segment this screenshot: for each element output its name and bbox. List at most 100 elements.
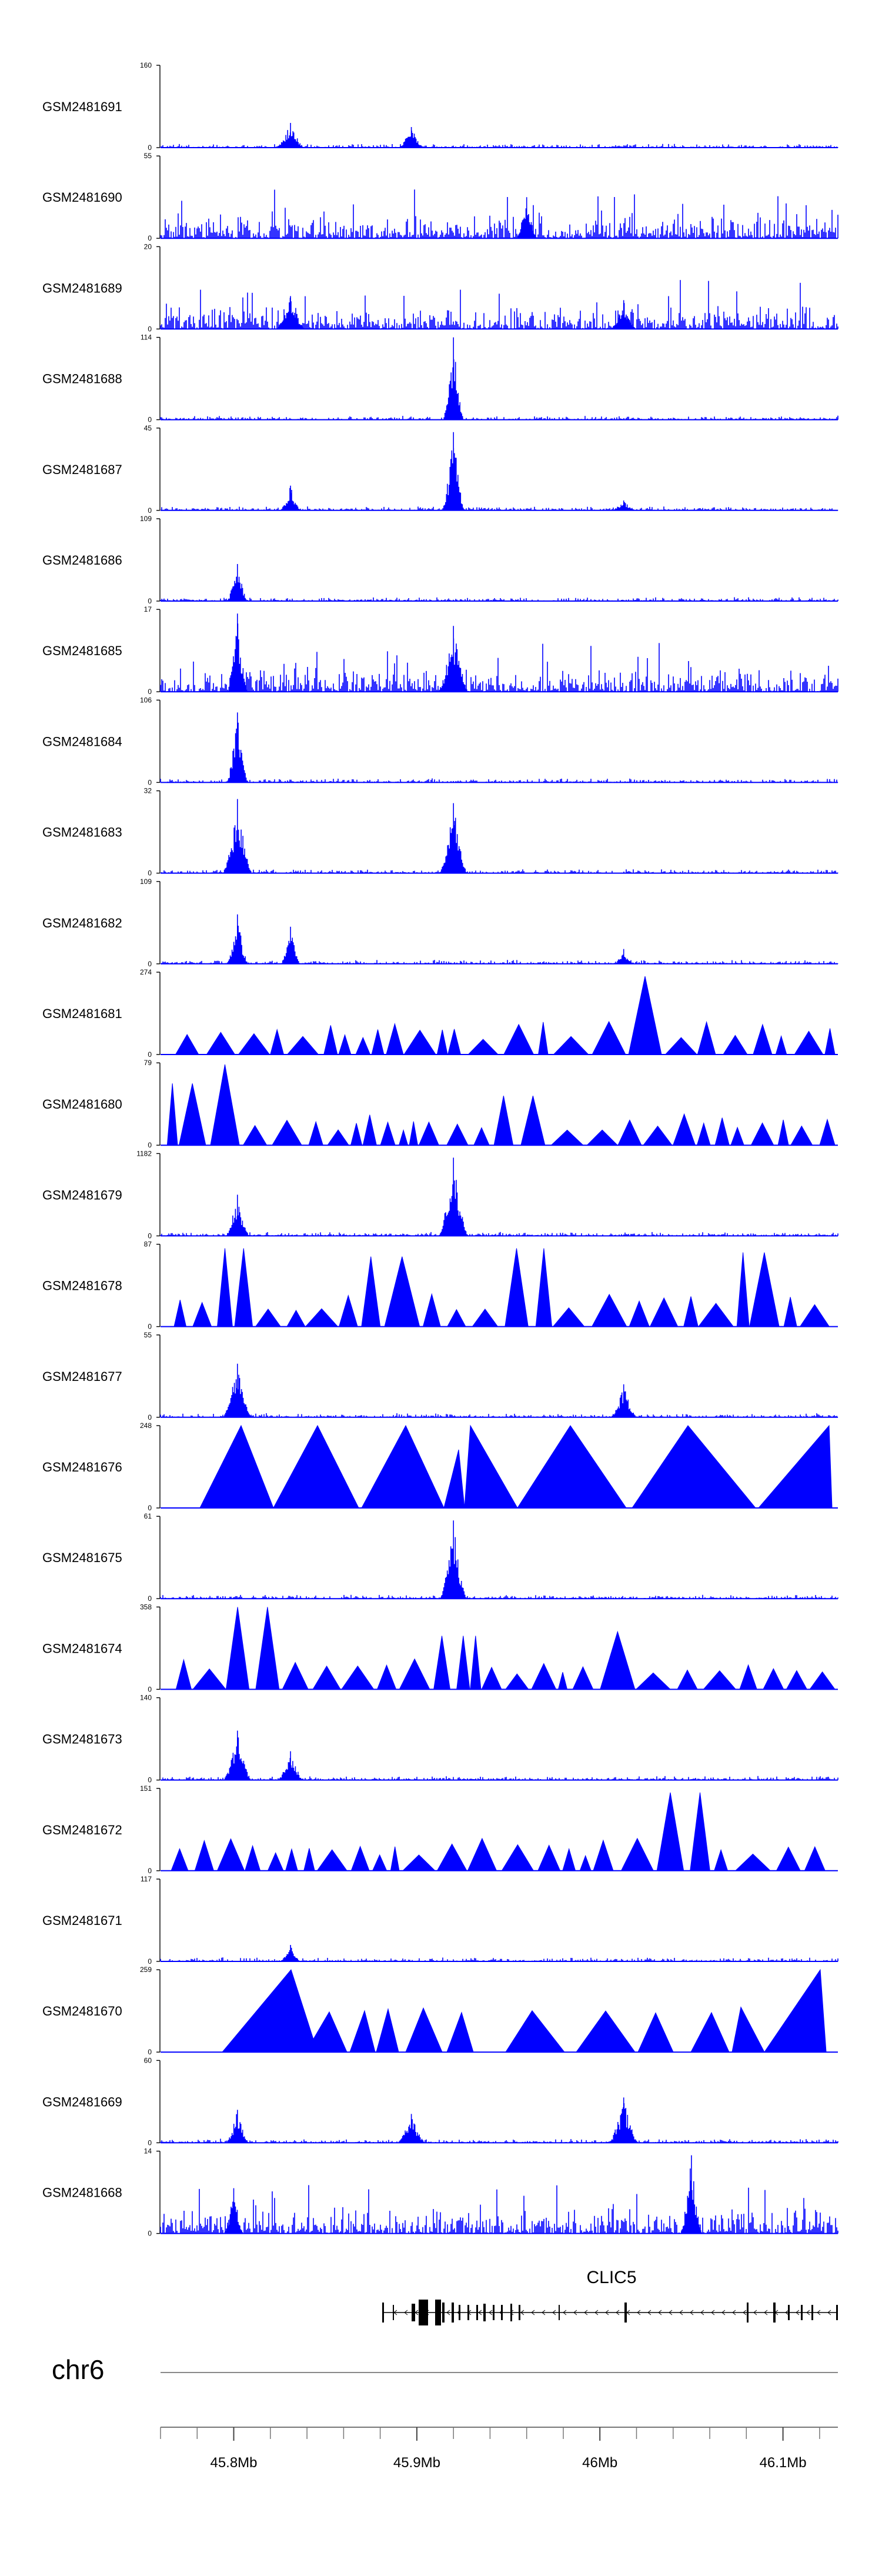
signal-peak <box>612 500 636 510</box>
y-max-label: 55 <box>144 152 152 160</box>
track-label: GSM2481676 <box>42 1460 122 1474</box>
signal-background <box>160 280 838 329</box>
y-min-label: 0 <box>148 597 152 605</box>
y-max-label: 151 <box>140 1784 152 1793</box>
exon <box>467 2305 469 2320</box>
signal-background <box>160 778 838 783</box>
signal-background <box>160 1413 838 1417</box>
y-min-label: 0 <box>148 1232 152 1240</box>
y-max-label: 61 <box>144 1512 152 1520</box>
track-GSM2481689: GSM2481689 20 0 <box>42 242 838 333</box>
track-label: GSM2481678 <box>42 1279 122 1293</box>
signal-peak <box>610 1384 637 1417</box>
exon <box>624 2303 627 2323</box>
signal-background <box>160 189 838 239</box>
signal-peak <box>227 564 249 601</box>
exon <box>412 2304 415 2321</box>
signal-peak <box>609 2097 639 2143</box>
signal-peak <box>224 2188 244 2234</box>
y-max-label: 32 <box>144 787 152 795</box>
axis-tick-label: 45.9Mb <box>393 2455 440 2471</box>
axis-ticks: 45.8Mb 45.9Mb 46Mb 46.1Mb <box>160 2427 820 2471</box>
y-max-label: 259 <box>140 1966 152 1974</box>
y-max-label: 55 <box>144 1331 152 1339</box>
axis-tick-label: 46.1Mb <box>760 2455 807 2471</box>
y-max-label: 79 <box>144 1059 152 1067</box>
track-label: GSM2481684 <box>42 734 122 749</box>
signal-peak <box>440 803 467 873</box>
signal-peak <box>442 432 465 510</box>
track-GSM2481678: GSM2481678 87 0 <box>42 1240 838 1331</box>
signal-background <box>160 2138 838 2143</box>
y-max-label: 358 <box>140 1603 152 1611</box>
signal-background <box>160 643 838 692</box>
signal-background <box>160 1957 838 1961</box>
exon <box>419 2300 428 2325</box>
signal-peaks <box>175 1607 836 1690</box>
signal-peaks <box>221 1968 827 2053</box>
exon <box>510 2304 512 2321</box>
y-max-label: 87 <box>144 1240 152 1249</box>
track-label: GSM2481685 <box>42 643 122 658</box>
y-max-label: 60 <box>144 2056 152 2064</box>
axis-tick-label: 46Mb <box>582 2455 617 2471</box>
signal-peak <box>281 926 300 964</box>
signal-background <box>160 1594 838 1599</box>
y-min-label: 0 <box>148 506 152 515</box>
y-min-label: 0 <box>148 1867 152 1875</box>
signal-peak <box>439 626 469 692</box>
exon <box>747 2303 749 2323</box>
y-max-label: 109 <box>140 515 152 523</box>
y-max-label: 20 <box>144 242 152 251</box>
track-GSM2481688: GSM2481688 114 0 <box>42 333 838 424</box>
signal-background <box>160 1232 838 1236</box>
signal-peak <box>276 296 305 329</box>
signal-peak <box>227 712 249 783</box>
y-min-label: 0 <box>148 1776 152 1784</box>
track-GSM2481690: GSM2481690 55 0 <box>42 152 838 242</box>
exon <box>501 2305 503 2320</box>
signal-peak <box>681 2155 703 2234</box>
y-min-label: 0 <box>148 1685 152 1693</box>
track-GSM2481681: GSM2481681 274 0 <box>42 968 838 1059</box>
signal-background <box>160 415 838 420</box>
y-max-label: 1182 <box>136 1149 152 1157</box>
track-label: GSM2481673 <box>42 1732 122 1747</box>
signal-peak <box>226 1194 249 1236</box>
signal-peak <box>439 1157 469 1236</box>
signal-background <box>160 144 838 148</box>
y-min-label: 0 <box>148 2230 152 2238</box>
signal-peaks <box>173 1248 830 1327</box>
y-min-label: 0 <box>148 1594 152 1603</box>
track-GSM2481675: GSM2481675 61 0 <box>42 1512 838 1603</box>
exon <box>836 2305 838 2320</box>
gene-name-label: CLIC5 <box>586 2268 636 2287</box>
track-label: GSM2481669 <box>42 2094 122 2109</box>
track-GSM2481677: GSM2481677 55 0 <box>42 1331 838 1422</box>
signal-peak <box>614 949 633 964</box>
exon <box>483 2304 486 2321</box>
track-GSM2481682: GSM2481682 109 0 <box>42 877 838 968</box>
track-label: GSM2481682 <box>42 916 122 930</box>
y-min-label: 0 <box>148 1323 152 1331</box>
track-GSM2481685: GSM2481685 17 0 <box>42 605 838 696</box>
y-min-label: 0 <box>148 869 152 877</box>
exon <box>393 2305 394 2320</box>
track-GSM2481672: GSM2481672 151 0 <box>42 1784 838 1875</box>
signal-peak <box>226 2110 249 2143</box>
y-min-label: 0 <box>148 1413 152 1422</box>
y-max-label: 140 <box>140 1694 152 1702</box>
signal-peak <box>611 300 636 329</box>
y-max-label: 106 <box>140 696 152 704</box>
track-label: GSM2481677 <box>42 1369 122 1384</box>
track-label: GSM2481686 <box>42 553 122 568</box>
exon <box>382 2303 384 2323</box>
signal-background <box>160 506 838 510</box>
track-GSM2481673: GSM2481673 140 0 <box>42 1694 838 1784</box>
signal-peaks <box>175 976 836 1055</box>
track-label: GSM2481670 <box>42 2004 122 2018</box>
track-GSM2481669: GSM2481669 60 0 <box>42 2056 838 2147</box>
signal-peak <box>280 485 301 510</box>
exon <box>452 2303 454 2323</box>
